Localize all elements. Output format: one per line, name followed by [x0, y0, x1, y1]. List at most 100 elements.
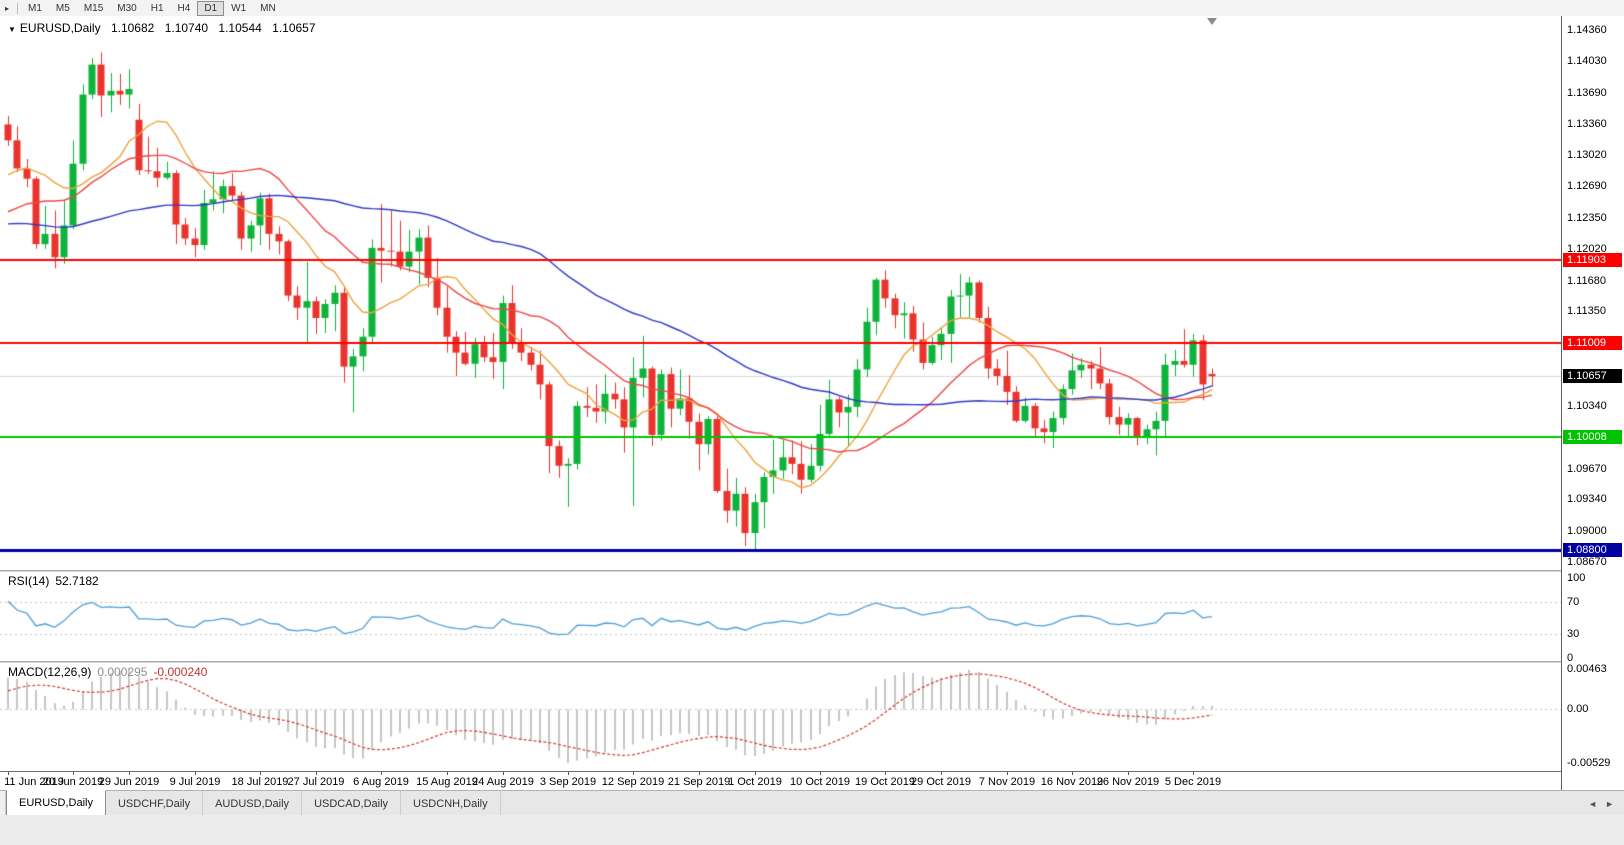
price-tick: 1.09000	[1567, 525, 1607, 537]
date-label: 10 Oct 2019	[790, 776, 850, 788]
time-axis[interactable]: 11 Jun 2019 20 Jun 2019 29 Jun 2019 9 Jul 2…	[0, 771, 1624, 791]
timeframe-button-m1[interactable]: M1	[28, 2, 42, 14]
toolbar-separator	[17, 2, 19, 14]
ohlc-high: 1.10740	[164, 21, 209, 35]
rsi-axis-tick: 30	[1567, 628, 1580, 640]
date-tick	[885, 772, 886, 775]
price-tick: 1.13690	[1567, 87, 1607, 99]
macd-value-main: 0.000295	[97, 665, 148, 679]
date-tick	[1128, 772, 1129, 775]
date-label: 12 Sep 2019	[601, 776, 665, 788]
ohlc-low: 1.10544	[218, 21, 262, 35]
timeframe-button-m15[interactable]: M15	[83, 2, 104, 14]
rsi-indicator-label: RSI(14) 52.7182	[8, 574, 105, 588]
toolbar-expand-icon[interactable]: ▸	[5, 3, 10, 13]
date-label: 29 Jun 2019	[98, 776, 160, 788]
timeframe-button-w1[interactable]: W1	[231, 2, 247, 14]
date-label: 6 Aug 2019	[353, 776, 409, 788]
chart-tabs-bar: EURUSD,Daily USDCHF,Daily AUDUSD,Daily USDC…	[0, 790, 1624, 816]
current-price-badge: 1.10657	[1563, 369, 1622, 383]
tab-scroll-right-icon[interactable]: ►	[1605, 798, 1614, 809]
date-label: 20 Jun 2019	[42, 776, 104, 788]
date-label: 19 Oct 2019	[855, 776, 915, 788]
date-tick	[8, 772, 9, 775]
rsi-axis-tick: 100	[1567, 572, 1586, 584]
price-tick: 1.12690	[1567, 180, 1607, 192]
date-label: 27 Jul 2019	[287, 776, 345, 788]
tabbar-grip[interactable]	[0, 791, 6, 816]
date-label: 3 Sep 2019	[539, 776, 597, 788]
date-tick	[1072, 772, 1073, 775]
date-tick	[447, 772, 448, 775]
price-tick: 1.13360	[1567, 118, 1607, 130]
main-chart-canvas[interactable]	[0, 16, 1561, 570]
timeframe-button-m30[interactable]: M30	[117, 2, 137, 14]
date-label: 9 Jul 2019	[169, 776, 221, 788]
macd-indicator-label: MACD(12,26,9) 0.000295 -0.000240	[8, 665, 213, 679]
date-tick	[503, 772, 504, 775]
macd-axis-tick: -0.00529	[1567, 757, 1611, 769]
timeframe-button-d1[interactable]: D1	[197, 0, 225, 16]
chart-tab-usdcad[interactable]: USDCAD,Daily	[302, 791, 402, 816]
price-tick: 1.13020	[1567, 149, 1607, 161]
timeframe-button-h1[interactable]: H1	[150, 2, 164, 14]
panel-splitter-macd[interactable]	[0, 661, 1624, 663]
ohlc-open: 1.10682	[110, 21, 155, 35]
chart-tab-usdcnh[interactable]: USDCNH,Daily	[401, 791, 501, 816]
rsi-panel-canvas[interactable]	[0, 572, 1561, 661]
chart-tabs: EURUSD,Daily USDCHF,Daily AUDUSD,Daily USDC…	[6, 790, 501, 816]
price-line-badge: 1.10008	[1563, 430, 1622, 444]
collapse-icon[interactable]: ▼	[8, 25, 16, 34]
date-tick	[568, 772, 569, 775]
date-label: 5 Dec 2019	[1164, 776, 1222, 788]
date-tick	[381, 772, 382, 775]
timeframe-button-m5[interactable]: M5	[55, 2, 70, 14]
date-tick	[316, 772, 317, 775]
price-tick: 1.14360	[1567, 24, 1607, 36]
date-tick	[1193, 772, 1194, 775]
price-axis[interactable]: 1.14360 1.14030 1.13690 1.13360 1.13020 1.126…	[1561, 16, 1624, 790]
date-label: 7 Nov 2019	[978, 776, 1036, 788]
date-label: 21 Sep 2019	[667, 776, 731, 788]
date-label: 24 Aug 2019	[472, 776, 534, 788]
price-line-badge: 1.08800	[1563, 543, 1622, 557]
price-tick: 1.11680	[1567, 275, 1606, 287]
panel-splitter-rsi[interactable]	[0, 570, 1624, 572]
date-label: 11 Jun 2019	[4, 776, 64, 788]
tab-scroll-left-icon[interactable]: ◄	[1588, 798, 1598, 809]
status-strip	[0, 815, 1624, 845]
date-tick	[633, 772, 634, 775]
macd-name: MACD(12,26,9)	[8, 665, 92, 679]
macd-axis-tick: 0.00	[1567, 703, 1589, 715]
date-tick	[699, 772, 700, 775]
symbol-label: EURUSD,Daily	[19, 21, 101, 35]
chart-window: ▼ EURUSD,Daily 1.10682 1.10740 1.10544 1.…	[0, 16, 1624, 791]
price-line-badge: 1.11903	[1563, 253, 1622, 267]
date-tick	[755, 772, 756, 775]
chart-tab-eurusd[interactable]: EURUSD,Daily	[6, 790, 106, 816]
chart-tab-audusd[interactable]: AUDUSD,Daily	[203, 791, 303, 816]
rsi-value: 52.7182	[55, 574, 99, 588]
price-tick: 1.11350	[1567, 305, 1606, 317]
price-tick: 1.12350	[1567, 212, 1607, 224]
timeframe-toolbar: ▸ M1 M5 M15 M30 H1 H4 D1 W1 MN	[0, 0, 1624, 17]
date-label: 1 Oct 2019	[728, 776, 782, 788]
rsi-name: RSI(14)	[8, 574, 50, 588]
timeframe-button-h4[interactable]: H4	[177, 2, 191, 14]
price-tick: 1.12020	[1567, 243, 1607, 255]
timeframe-button-mn[interactable]: MN	[260, 2, 276, 14]
date-tick	[73, 772, 74, 775]
chart-shift-marker[interactable]	[1207, 18, 1217, 25]
price-line-badge: 1.11009	[1563, 336, 1622, 350]
macd-value-signal: -0.000240	[153, 665, 208, 679]
date-label: 15 Aug 2019	[416, 776, 478, 788]
macd-panel-canvas[interactable]	[0, 663, 1561, 771]
timeframe-buttons: M1 M5 M15 M30 H1 H4 D1 W1 MN	[21, 0, 283, 16]
chart-tab-usdchf[interactable]: USDCHF,Daily	[106, 791, 204, 816]
date-label: 29 Oct 2019	[911, 776, 971, 788]
price-tick: 1.14030	[1567, 55, 1607, 67]
date-tick	[260, 772, 261, 775]
macd-axis-tick: 0.00463	[1567, 663, 1607, 675]
symbol-info: ▼ EURUSD,Daily 1.10682 1.10740 1.10544 1.…	[8, 21, 316, 35]
